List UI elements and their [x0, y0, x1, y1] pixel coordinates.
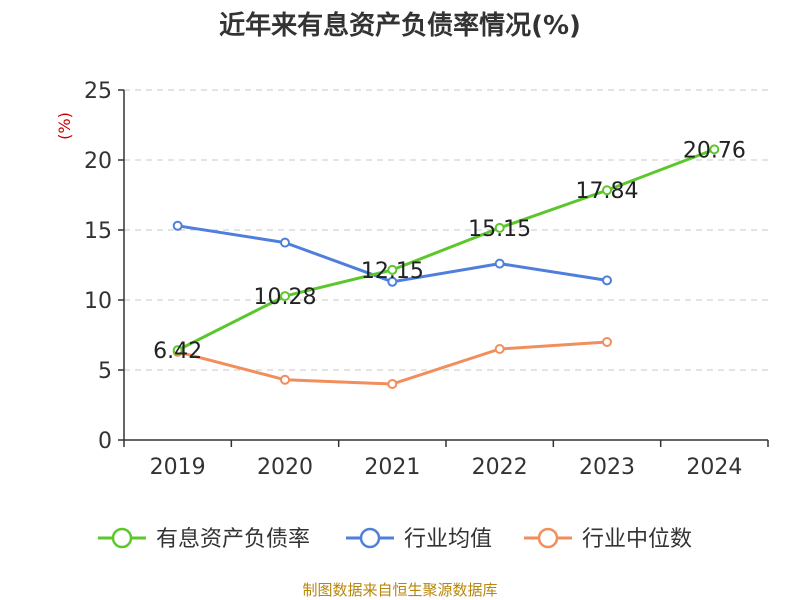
x-tick-label: 2019: [150, 455, 206, 480]
data-label: 12.15: [361, 259, 424, 284]
data-point[interactable]: [387, 264, 398, 275]
data-label: 10.28: [254, 285, 317, 310]
data-label: 20.76: [683, 138, 746, 163]
legend-item-2[interactable]: 行业中位数: [524, 527, 692, 552]
y-axis-unit: (%): [55, 112, 74, 140]
data-point[interactable]: [172, 220, 183, 231]
y-tick-label: 0: [98, 429, 112, 454]
axis-layer: 0 5 10 15 20 25 2019 2020 2021 2022 2023 2024: [84, 79, 769, 480]
data-point[interactable]: [280, 291, 290, 302]
data-point[interactable]: [709, 144, 720, 155]
legend-label: 行业均值: [404, 527, 492, 552]
data-label: 15.15: [468, 217, 531, 242]
grid-layer: [124, 89, 768, 371]
data-point[interactable]: [387, 276, 398, 287]
data-point[interactable]: [602, 275, 612, 286]
legend-marker: [359, 527, 381, 549]
y-tick-label: 15: [84, 219, 112, 244]
series-line-2: [177, 340, 608, 386]
legend-label: 行业中位数: [582, 527, 692, 552]
data-point[interactable]: [494, 258, 505, 269]
data-point[interactable]: [494, 222, 505, 233]
source-note: 制图数据来自恒生聚源数据库: [302, 581, 497, 599]
series-layer: [172, 144, 720, 389]
legend[interactable]: 有息资产负债率 行业均值 行业中位数: [98, 527, 692, 552]
legend-item-0[interactable]: 有息资产负债率: [98, 527, 310, 552]
data-point[interactable]: [387, 379, 398, 389]
x-tick-label: 2021: [364, 455, 420, 480]
y-tick-label: 25: [84, 79, 112, 104]
data-point[interactable]: [172, 345, 183, 356]
series-line-0: [176, 147, 715, 352]
x-tick-label: 2022: [472, 455, 528, 480]
y-tick-label: 10: [84, 289, 112, 314]
legend-label: 有息资产负债率: [156, 527, 310, 552]
y-tick-label: 5: [98, 359, 112, 384]
legend-marker: [537, 527, 559, 549]
x-tick-label: 2020: [257, 455, 313, 480]
data-point[interactable]: [494, 344, 505, 354]
legend-item-1[interactable]: 行业均值: [346, 527, 492, 552]
data-point[interactable]: [602, 337, 612, 347]
data-label: 17.84: [576, 179, 639, 204]
data-label: 6.42: [153, 339, 202, 364]
chart-title: 近年来有息资产负债率情况(%): [219, 10, 581, 41]
legend-marker: [111, 527, 133, 549]
data-point[interactable]: [602, 185, 612, 196]
data-point[interactable]: [280, 374, 290, 385]
x-tick-label: 2024: [686, 455, 742, 480]
data-point[interactable]: [280, 237, 290, 248]
data-label-layer: 6.42 10.28 12.15 15.15 17.84 20.76: [153, 138, 746, 364]
y-tick-label: 20: [84, 149, 112, 174]
x-tick-label: 2023: [579, 455, 635, 480]
